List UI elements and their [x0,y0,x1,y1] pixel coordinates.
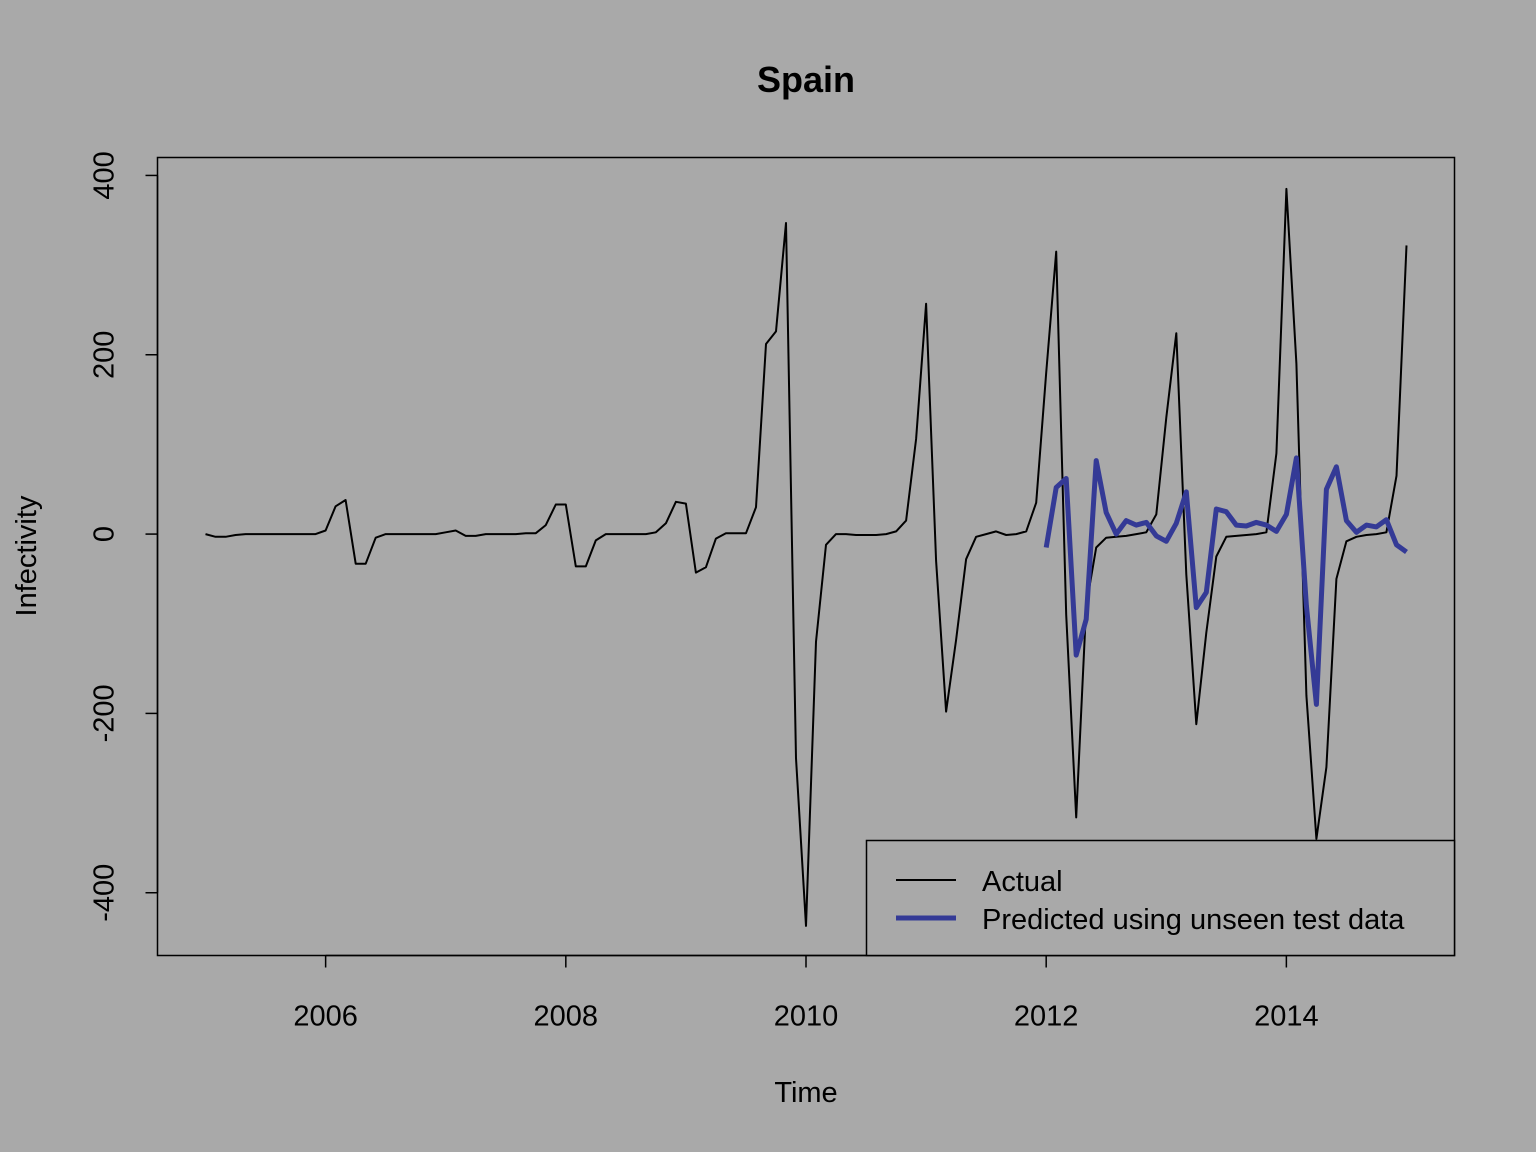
x-tick-label: 2006 [293,1001,358,1033]
legend: Actual Predicted using unseen test data [865,839,1456,957]
series-layer [205,187,1408,927]
x-tick-label: 2010 [774,1001,839,1033]
x-tick-label: 2012 [1014,1001,1079,1033]
x-axis-label: Time [774,1077,837,1109]
y-tick-label: -200 [89,684,121,742]
plot-frame [156,156,1456,957]
y-axis-label: Infectivity [11,495,43,616]
series-line-actual [205,187,1408,927]
legend-box [865,839,1456,957]
y-tick-label: 0 [89,526,121,542]
y-tick-label: -400 [89,864,121,922]
x-tick-label: 2008 [534,1001,599,1033]
y-tick-label: 400 [89,151,121,199]
legend-label-actual: Actual [982,866,1063,898]
x-tick-label: 2014 [1254,1001,1319,1033]
chart-title: Spain [757,59,855,100]
y-axis: -400 -200 0 200 400 [89,151,159,922]
y-tick-label: 200 [89,331,121,379]
legend-label-predicted: Predicted using unseen test data [982,904,1405,936]
series-line-predicted [1043,455,1408,707]
x-axis: 2006 2008 2010 2012 2014 [293,954,1319,1033]
